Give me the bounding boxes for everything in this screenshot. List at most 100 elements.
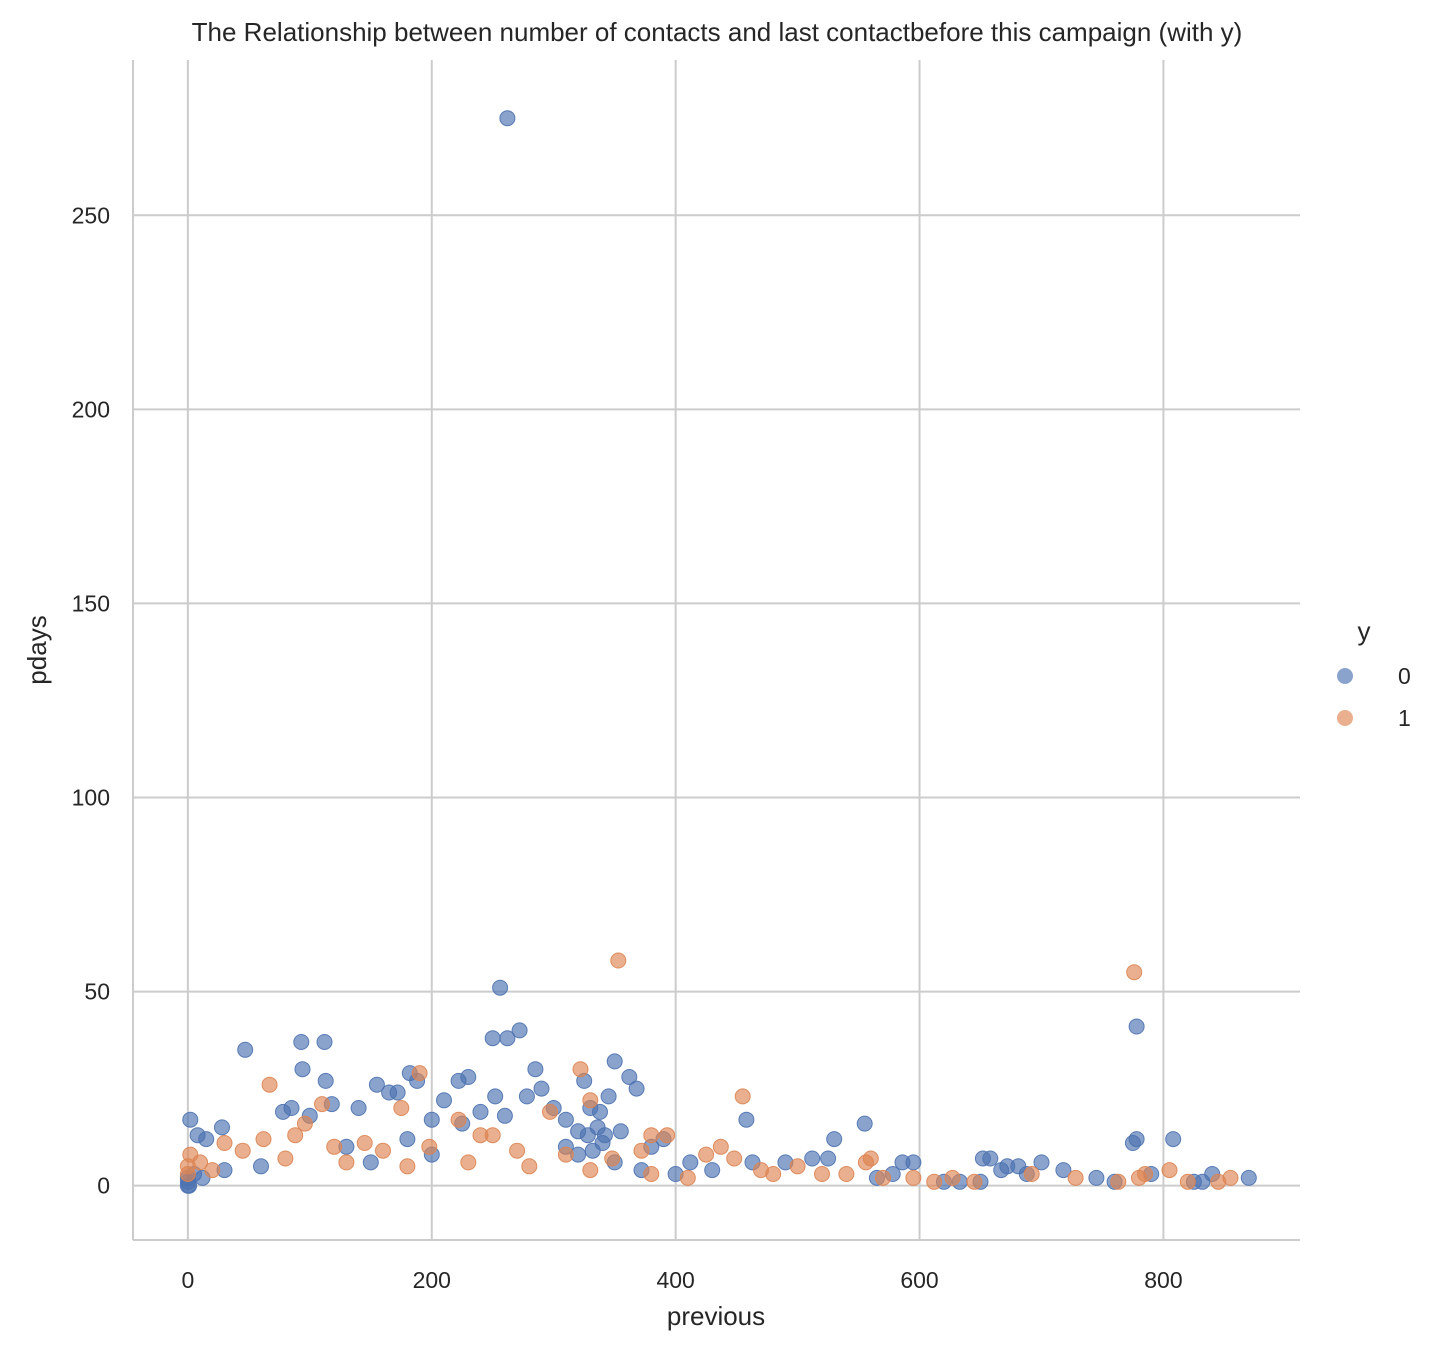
data-point (862, 1150, 879, 1167)
data-point (905, 1169, 922, 1186)
data-point (499, 1030, 516, 1047)
data-point (393, 1100, 410, 1116)
axes-spines (132, 60, 1300, 1241)
data-point (1055, 1162, 1072, 1179)
data-point (1165, 1131, 1182, 1148)
data-point (1128, 1131, 1145, 1148)
data-point (214, 1119, 230, 1136)
data-point (356, 1135, 373, 1151)
data-point (423, 1111, 440, 1128)
chart-title: The Relationship between number of conta… (192, 17, 1243, 47)
data-point (521, 1158, 538, 1175)
data-point (296, 1115, 313, 1132)
data-point (1126, 964, 1143, 981)
data-point (399, 1158, 416, 1175)
grid (133, 60, 1300, 1240)
data-point (198, 1131, 215, 1148)
x-tick-label: 600 (900, 1267, 938, 1293)
data-point (472, 1127, 489, 1144)
legend-marker-0 (1337, 668, 1353, 684)
legend-title: y (1358, 616, 1371, 646)
data-point (698, 1146, 715, 1163)
data-point (557, 1146, 574, 1163)
data-point (557, 1111, 574, 1128)
data-point (533, 1080, 550, 1097)
data-point (1222, 1169, 1239, 1186)
data-point (604, 1150, 621, 1167)
data-point (1128, 1018, 1145, 1035)
data-point (287, 1127, 304, 1144)
data-point (421, 1138, 438, 1155)
data-point (612, 1123, 629, 1140)
legend-marker-1 (1337, 710, 1353, 726)
data-point (582, 1162, 599, 1179)
y-tick-label: 150 (72, 590, 110, 616)
data-point (368, 1076, 385, 1093)
data-point (1240, 1169, 1257, 1186)
data-point (411, 1065, 428, 1082)
data-point (734, 1088, 751, 1105)
data-point (234, 1142, 251, 1159)
data-point (472, 1103, 489, 1120)
data-point (350, 1100, 367, 1116)
data-point (255, 1131, 272, 1148)
data-point (789, 1158, 806, 1175)
data-point (966, 1173, 983, 1190)
data-point (436, 1092, 452, 1109)
data-point (643, 1127, 660, 1144)
x-tick-label: 400 (656, 1267, 694, 1293)
data-point (450, 1072, 467, 1089)
data-point (518, 1088, 535, 1105)
data-point (905, 1154, 922, 1171)
data-point (527, 1061, 544, 1078)
data-point (450, 1111, 467, 1128)
data-point (610, 952, 627, 969)
y-tick-label: 250 (72, 202, 110, 228)
data-point (460, 1154, 477, 1171)
data-point (1131, 1169, 1147, 1186)
data-point (704, 1162, 721, 1179)
data-point (592, 1103, 608, 1120)
data-point (283, 1100, 300, 1116)
data-point (1088, 1169, 1105, 1186)
data-point (294, 1061, 311, 1078)
data-point (572, 1061, 589, 1078)
legend: y 0 1 (1337, 616, 1411, 731)
data-point (804, 1150, 821, 1167)
data-point (682, 1154, 699, 1171)
data-point (399, 1131, 416, 1148)
data-point (765, 1166, 782, 1182)
data-point (277, 1150, 294, 1167)
data-point (982, 1150, 999, 1167)
data-point (926, 1173, 943, 1190)
data-point (633, 1142, 650, 1159)
series-1 (179, 952, 1239, 1190)
data-point (582, 1092, 599, 1109)
data-point (826, 1131, 843, 1148)
x-axis-label: previous (667, 1301, 765, 1331)
data-point (316, 1034, 333, 1050)
data-point (1161, 1162, 1178, 1179)
data-point (182, 1111, 199, 1128)
data-point (499, 110, 516, 127)
data-point (261, 1076, 278, 1093)
data-point (317, 1072, 334, 1089)
data-point (712, 1138, 729, 1155)
data-point (237, 1041, 254, 1058)
data-point (253, 1158, 269, 1175)
y-tick-label: 0 (97, 1173, 110, 1199)
x-tick-label: 200 (413, 1267, 451, 1293)
data-point (375, 1142, 391, 1159)
data-point (389, 1084, 406, 1101)
data-point (643, 1166, 660, 1182)
data-point (838, 1166, 855, 1182)
data-point (338, 1154, 355, 1171)
x-tick-label: 0 (181, 1267, 194, 1293)
data-point (511, 1022, 528, 1039)
data-point (314, 1096, 330, 1113)
data-point (1067, 1169, 1084, 1186)
data-point (362, 1154, 379, 1171)
data-point (326, 1138, 343, 1155)
y-tick-label: 100 (72, 785, 110, 811)
data-point (679, 1169, 696, 1186)
